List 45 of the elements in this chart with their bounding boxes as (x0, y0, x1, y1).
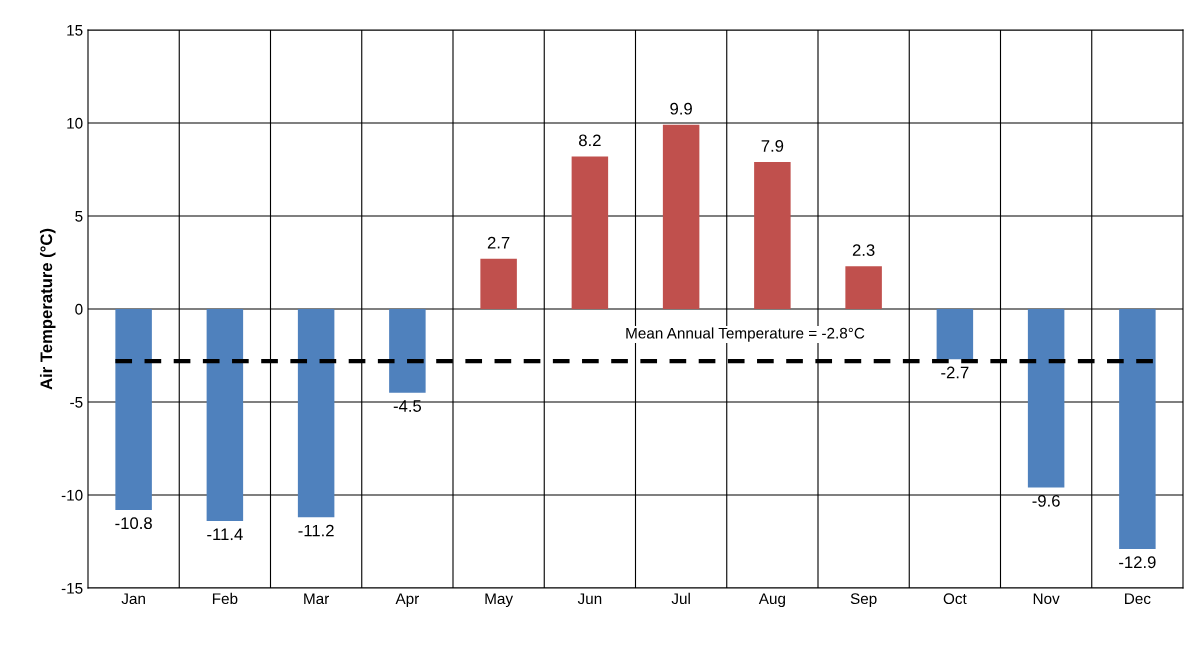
data-label: 7.9 (761, 140, 784, 152)
bar (571, 156, 609, 309)
x-tick-label: Apr (395, 593, 420, 608)
data-label: 2.3 (852, 244, 875, 256)
bar (845, 266, 882, 309)
x-tick-label: Mar (304, 593, 330, 605)
x-tick-label: Jun (577, 593, 602, 605)
y-tick-label: 5 (75, 211, 83, 222)
bar (936, 309, 974, 360)
bar (662, 124, 700, 309)
data-label: -11.2 (298, 524, 334, 537)
data-label: -10.8 (115, 517, 152, 530)
bar (389, 309, 426, 393)
y-tick-label: 15 (67, 25, 83, 36)
bar (115, 309, 152, 510)
data-label: -9.6 (1032, 494, 1060, 507)
bar (480, 258, 517, 309)
bar (1027, 309, 1065, 488)
data-label: -11.4 (207, 528, 243, 541)
x-tick-label: Jul (671, 592, 690, 605)
bar (297, 309, 335, 518)
y-tick-label: 10 (67, 117, 83, 129)
y-tick-label: -5 (70, 397, 83, 408)
data-label: 9.9 (670, 102, 692, 115)
data-label: -2.7 (941, 366, 969, 379)
x-tick-label: Jan (121, 593, 145, 605)
y-axis-title: Air Temperature (°C) (39, 228, 56, 390)
x-tick-label: Aug (758, 593, 785, 608)
x-tick-label: Oct (943, 593, 967, 605)
bar (754, 162, 791, 309)
y-tick-label: -15 (61, 583, 83, 594)
bar (1119, 309, 1156, 549)
x-tick-label: Feb (212, 592, 238, 605)
data-label: -12.9 (1119, 556, 1156, 569)
data-label: 2.7 (487, 236, 510, 249)
ref-line-label: Mean Annual Temperature = -2.8°C (626, 327, 865, 342)
x-tick-label: Nov (1033, 593, 1060, 605)
data-label: 8.2 (579, 134, 601, 147)
bar (206, 309, 244, 522)
y-tick-label: 0 (75, 303, 83, 315)
x-tick-label: Sep (850, 593, 877, 608)
x-tick-label: May (485, 593, 514, 608)
data-label: -4.5 (393, 400, 422, 412)
x-tick-label: Dec (1125, 593, 1151, 605)
y-tick-label: -10 (61, 489, 83, 501)
